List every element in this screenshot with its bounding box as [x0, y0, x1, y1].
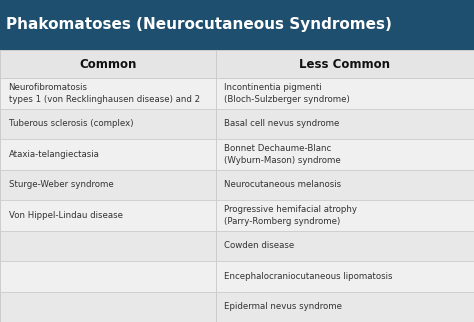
Text: Sturge-Weber syndrome: Sturge-Weber syndrome [9, 180, 113, 189]
Text: Incontinentia pigmenti
(Bloch-Sulzberger syndrome): Incontinentia pigmenti (Bloch-Sulzberger… [224, 83, 350, 104]
Text: Phakomatoses (Neurocutaneous Syndromes): Phakomatoses (Neurocutaneous Syndromes) [6, 17, 392, 33]
Text: Common: Common [79, 58, 137, 71]
Text: Von Hippel-Lindau disease: Von Hippel-Lindau disease [9, 211, 123, 220]
Text: Neurocutaneous melanosis: Neurocutaneous melanosis [224, 180, 341, 189]
FancyBboxPatch shape [0, 231, 474, 261]
Text: Encephalocraniocutaneous lipomatosis: Encephalocraniocutaneous lipomatosis [224, 272, 392, 281]
FancyBboxPatch shape [0, 0, 474, 50]
Text: Neurofibromatosis
types 1 (von Recklinghausen disease) and 2: Neurofibromatosis types 1 (von Recklingh… [9, 83, 200, 104]
Text: Cowden disease: Cowden disease [224, 241, 294, 250]
Text: Epidermal nevus syndrome: Epidermal nevus syndrome [224, 302, 342, 311]
Text: Basal cell nevus syndrome: Basal cell nevus syndrome [224, 119, 339, 128]
Text: Less Common: Less Common [300, 58, 390, 71]
FancyBboxPatch shape [0, 170, 474, 200]
FancyBboxPatch shape [0, 109, 474, 139]
Text: Tuberous sclerosis (complex): Tuberous sclerosis (complex) [9, 119, 133, 128]
Text: Progressive hemifacial atrophy
(Parry-Romberg syndrome): Progressive hemifacial atrophy (Parry-Ro… [224, 205, 357, 226]
Text: Ataxia-telangiectasia: Ataxia-telangiectasia [9, 150, 100, 159]
FancyBboxPatch shape [0, 200, 474, 231]
FancyBboxPatch shape [0, 78, 474, 109]
FancyBboxPatch shape [0, 50, 474, 78]
FancyBboxPatch shape [0, 139, 474, 170]
FancyBboxPatch shape [0, 291, 474, 322]
FancyBboxPatch shape [0, 261, 474, 291]
Text: Bonnet Dechaume-Blanc
(Wyburn-Mason) syndrome: Bonnet Dechaume-Blanc (Wyburn-Mason) syn… [224, 144, 341, 165]
